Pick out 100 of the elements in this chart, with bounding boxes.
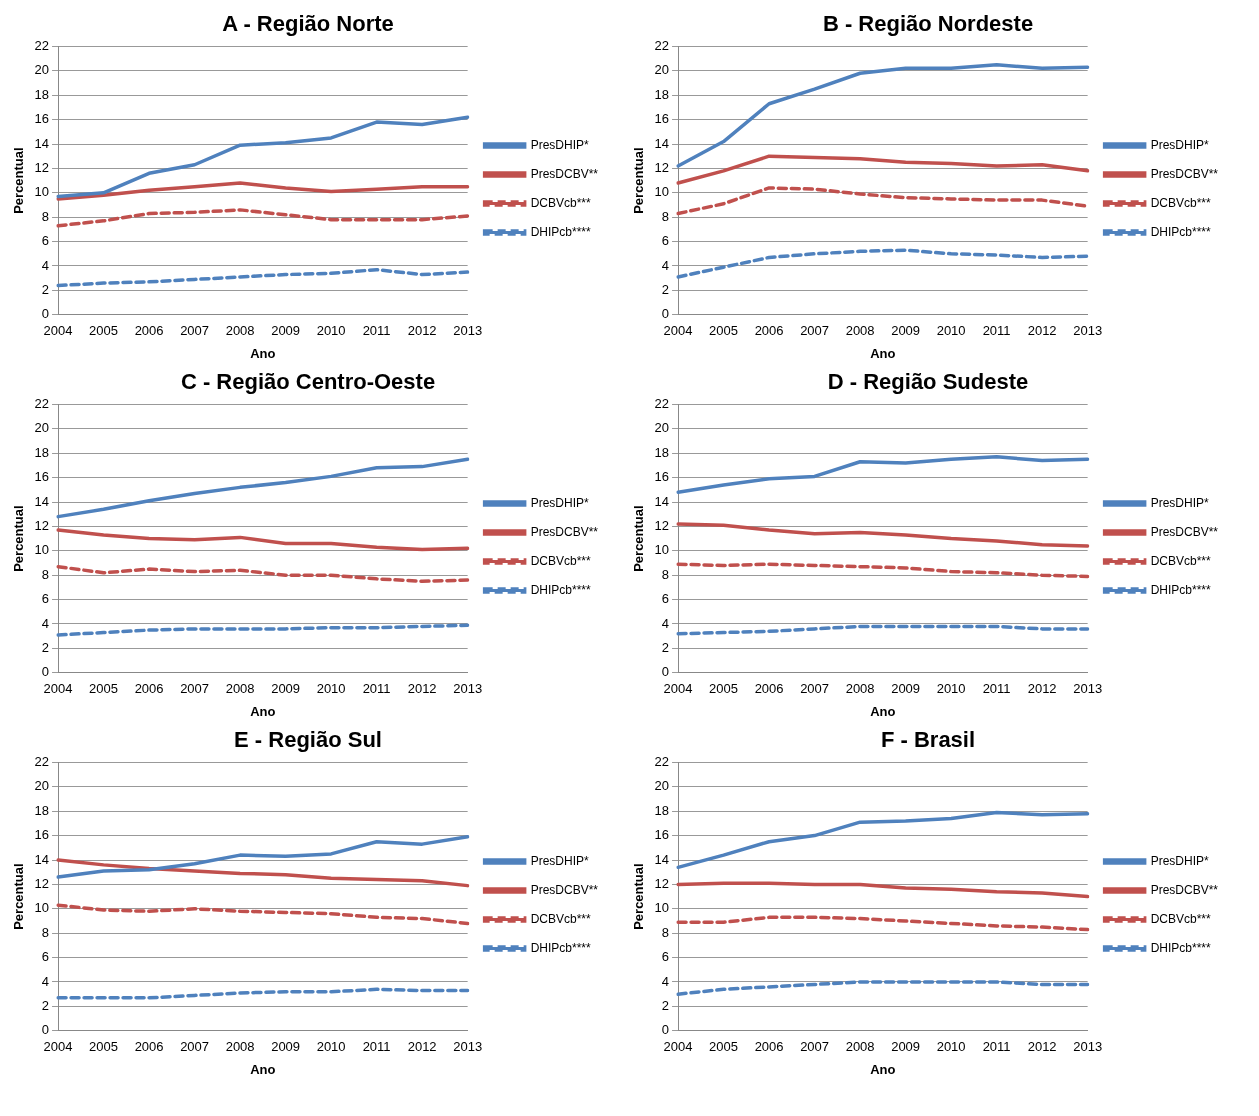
x-tick-label: 2007: [180, 681, 210, 697]
x-axis-title: Ano: [250, 703, 276, 719]
y-tick-label: 6: [41, 591, 50, 607]
x-tick-label: 2010: [316, 323, 346, 339]
y-tick-label: 2: [661, 997, 670, 1013]
legend-label: PresDCBV**: [530, 882, 599, 897]
y-tick-label: 0: [661, 664, 670, 680]
y-tick-label: 18: [654, 802, 670, 818]
x-axis-title: Ano: [870, 1061, 896, 1077]
legend-label: DCBVcb***: [1150, 553, 1211, 568]
y-tick-label: 6: [661, 949, 670, 965]
x-tick-label: 2007: [180, 1039, 210, 1055]
y-tick-label: 8: [41, 208, 50, 224]
x-axis-title: Ano: [870, 345, 896, 361]
chart-title: C - Região Centro-Oeste: [180, 369, 436, 395]
x-tick-label: 2012: [1027, 1039, 1057, 1055]
y-tick-label: 10: [34, 542, 50, 558]
legend-label: PresDCBV**: [1150, 166, 1219, 181]
y-tick-label: 22: [654, 753, 670, 769]
x-tick-label: 2008: [845, 323, 875, 339]
y-tick-label: 20: [654, 420, 670, 436]
x-tick-label: 2009: [891, 323, 921, 339]
y-tick-label: 2: [41, 997, 50, 1013]
y-tick-label: 8: [661, 924, 670, 940]
x-tick-label: 2012: [407, 1039, 437, 1055]
y-tick-label: 4: [41, 615, 50, 631]
x-tick-label: 2005: [89, 1039, 119, 1055]
line-series: [56, 987, 470, 1000]
y-axis-title: Percentual: [631, 505, 647, 572]
x-tick-label: 2012: [407, 681, 437, 697]
y-tick-label: 12: [34, 517, 50, 533]
y-tick-label: 6: [661, 591, 670, 607]
legend-label: PresDHIP*: [1150, 137, 1209, 152]
x-axis-title: Ano: [250, 345, 276, 361]
y-tick-label: 10: [654, 184, 670, 200]
y-tick-label: 10: [34, 900, 50, 916]
legend-label: DCBVcb***: [1150, 911, 1211, 926]
y-tick-label: 20: [654, 62, 670, 78]
y-tick-label: 12: [654, 517, 670, 533]
legend-label: PresDHIP*: [1150, 495, 1209, 510]
y-tick-label: 4: [661, 973, 670, 989]
legend-label: DHIPcb****: [1150, 224, 1211, 239]
x-tick-label: 2008: [225, 681, 255, 697]
y-tick-label: 0: [661, 1022, 670, 1038]
x-axis-title: Ano: [870, 703, 896, 719]
y-axis-title: Percentual: [11, 505, 27, 572]
y-tick-label: 22: [654, 395, 670, 411]
y-tick-label: 10: [654, 900, 670, 916]
y-tick-label: 20: [654, 778, 670, 794]
x-tick-label: 2011: [362, 1039, 391, 1055]
y-tick-label: 2: [661, 639, 670, 655]
y-tick-label: 18: [34, 86, 50, 102]
y-tick-label: 20: [34, 778, 50, 794]
y-tick-label: 4: [41, 257, 50, 273]
x-tick-label: 2007: [800, 323, 830, 339]
x-tick-label: 2009: [891, 1039, 921, 1055]
x-tick-label: 2011: [982, 323, 1011, 339]
y-tick-label: 8: [41, 566, 50, 582]
y-tick-label: 8: [41, 924, 50, 940]
y-tick-label: 18: [34, 802, 50, 818]
x-tick-label: 2006: [754, 1039, 784, 1055]
y-tick-label: 14: [654, 851, 670, 867]
legend-label: PresDHIP*: [530, 495, 589, 510]
y-tick-label: 6: [41, 949, 50, 965]
x-tick-label: 2005: [709, 1039, 739, 1055]
x-tick-label: 2005: [709, 323, 739, 339]
x-tick-label: 2013: [1073, 323, 1103, 339]
x-tick-label: 2006: [134, 323, 164, 339]
x-tick-label: 2008: [225, 323, 255, 339]
y-tick-label: 10: [654, 542, 670, 558]
legend-label: DHIPcb****: [530, 224, 591, 239]
x-tick-label: 2008: [845, 681, 875, 697]
legend-label: DCBVcb***: [530, 195, 591, 210]
y-tick-label: 16: [34, 111, 50, 127]
x-tick-label: 2009: [271, 681, 301, 697]
legend-label: DHIPcb****: [530, 940, 591, 955]
legend-label: PresDCBV**: [1150, 524, 1219, 539]
y-tick-label: 20: [34, 420, 50, 436]
y-tick-label: 16: [654, 111, 670, 127]
x-axis-title: Ano: [250, 1061, 276, 1077]
x-tick-label: 2004: [663, 1039, 693, 1055]
x-tick-label: 2011: [362, 323, 391, 339]
x-tick-label: 2004: [43, 681, 73, 697]
y-tick-label: 14: [34, 135, 50, 151]
x-tick-label: 2013: [1073, 1039, 1103, 1055]
y-tick-label: 8: [661, 566, 670, 582]
x-tick-label: 2010: [316, 1039, 346, 1055]
x-tick-label: 2013: [453, 323, 483, 339]
x-tick-label: 2006: [754, 323, 784, 339]
x-tick-label: 2010: [936, 323, 966, 339]
legend-label: DCBVcb***: [1150, 195, 1211, 210]
y-tick-label: 14: [654, 135, 670, 151]
x-tick-label: 2011: [362, 681, 391, 697]
y-tick-label: 16: [34, 827, 50, 843]
x-tick-label: 2011: [982, 1039, 1011, 1055]
x-tick-label: 2010: [316, 681, 346, 697]
y-tick-label: 4: [661, 257, 670, 273]
legend-label: DCBVcb***: [530, 911, 591, 926]
y-tick-label: 4: [41, 973, 50, 989]
y-tick-label: 12: [34, 875, 50, 891]
